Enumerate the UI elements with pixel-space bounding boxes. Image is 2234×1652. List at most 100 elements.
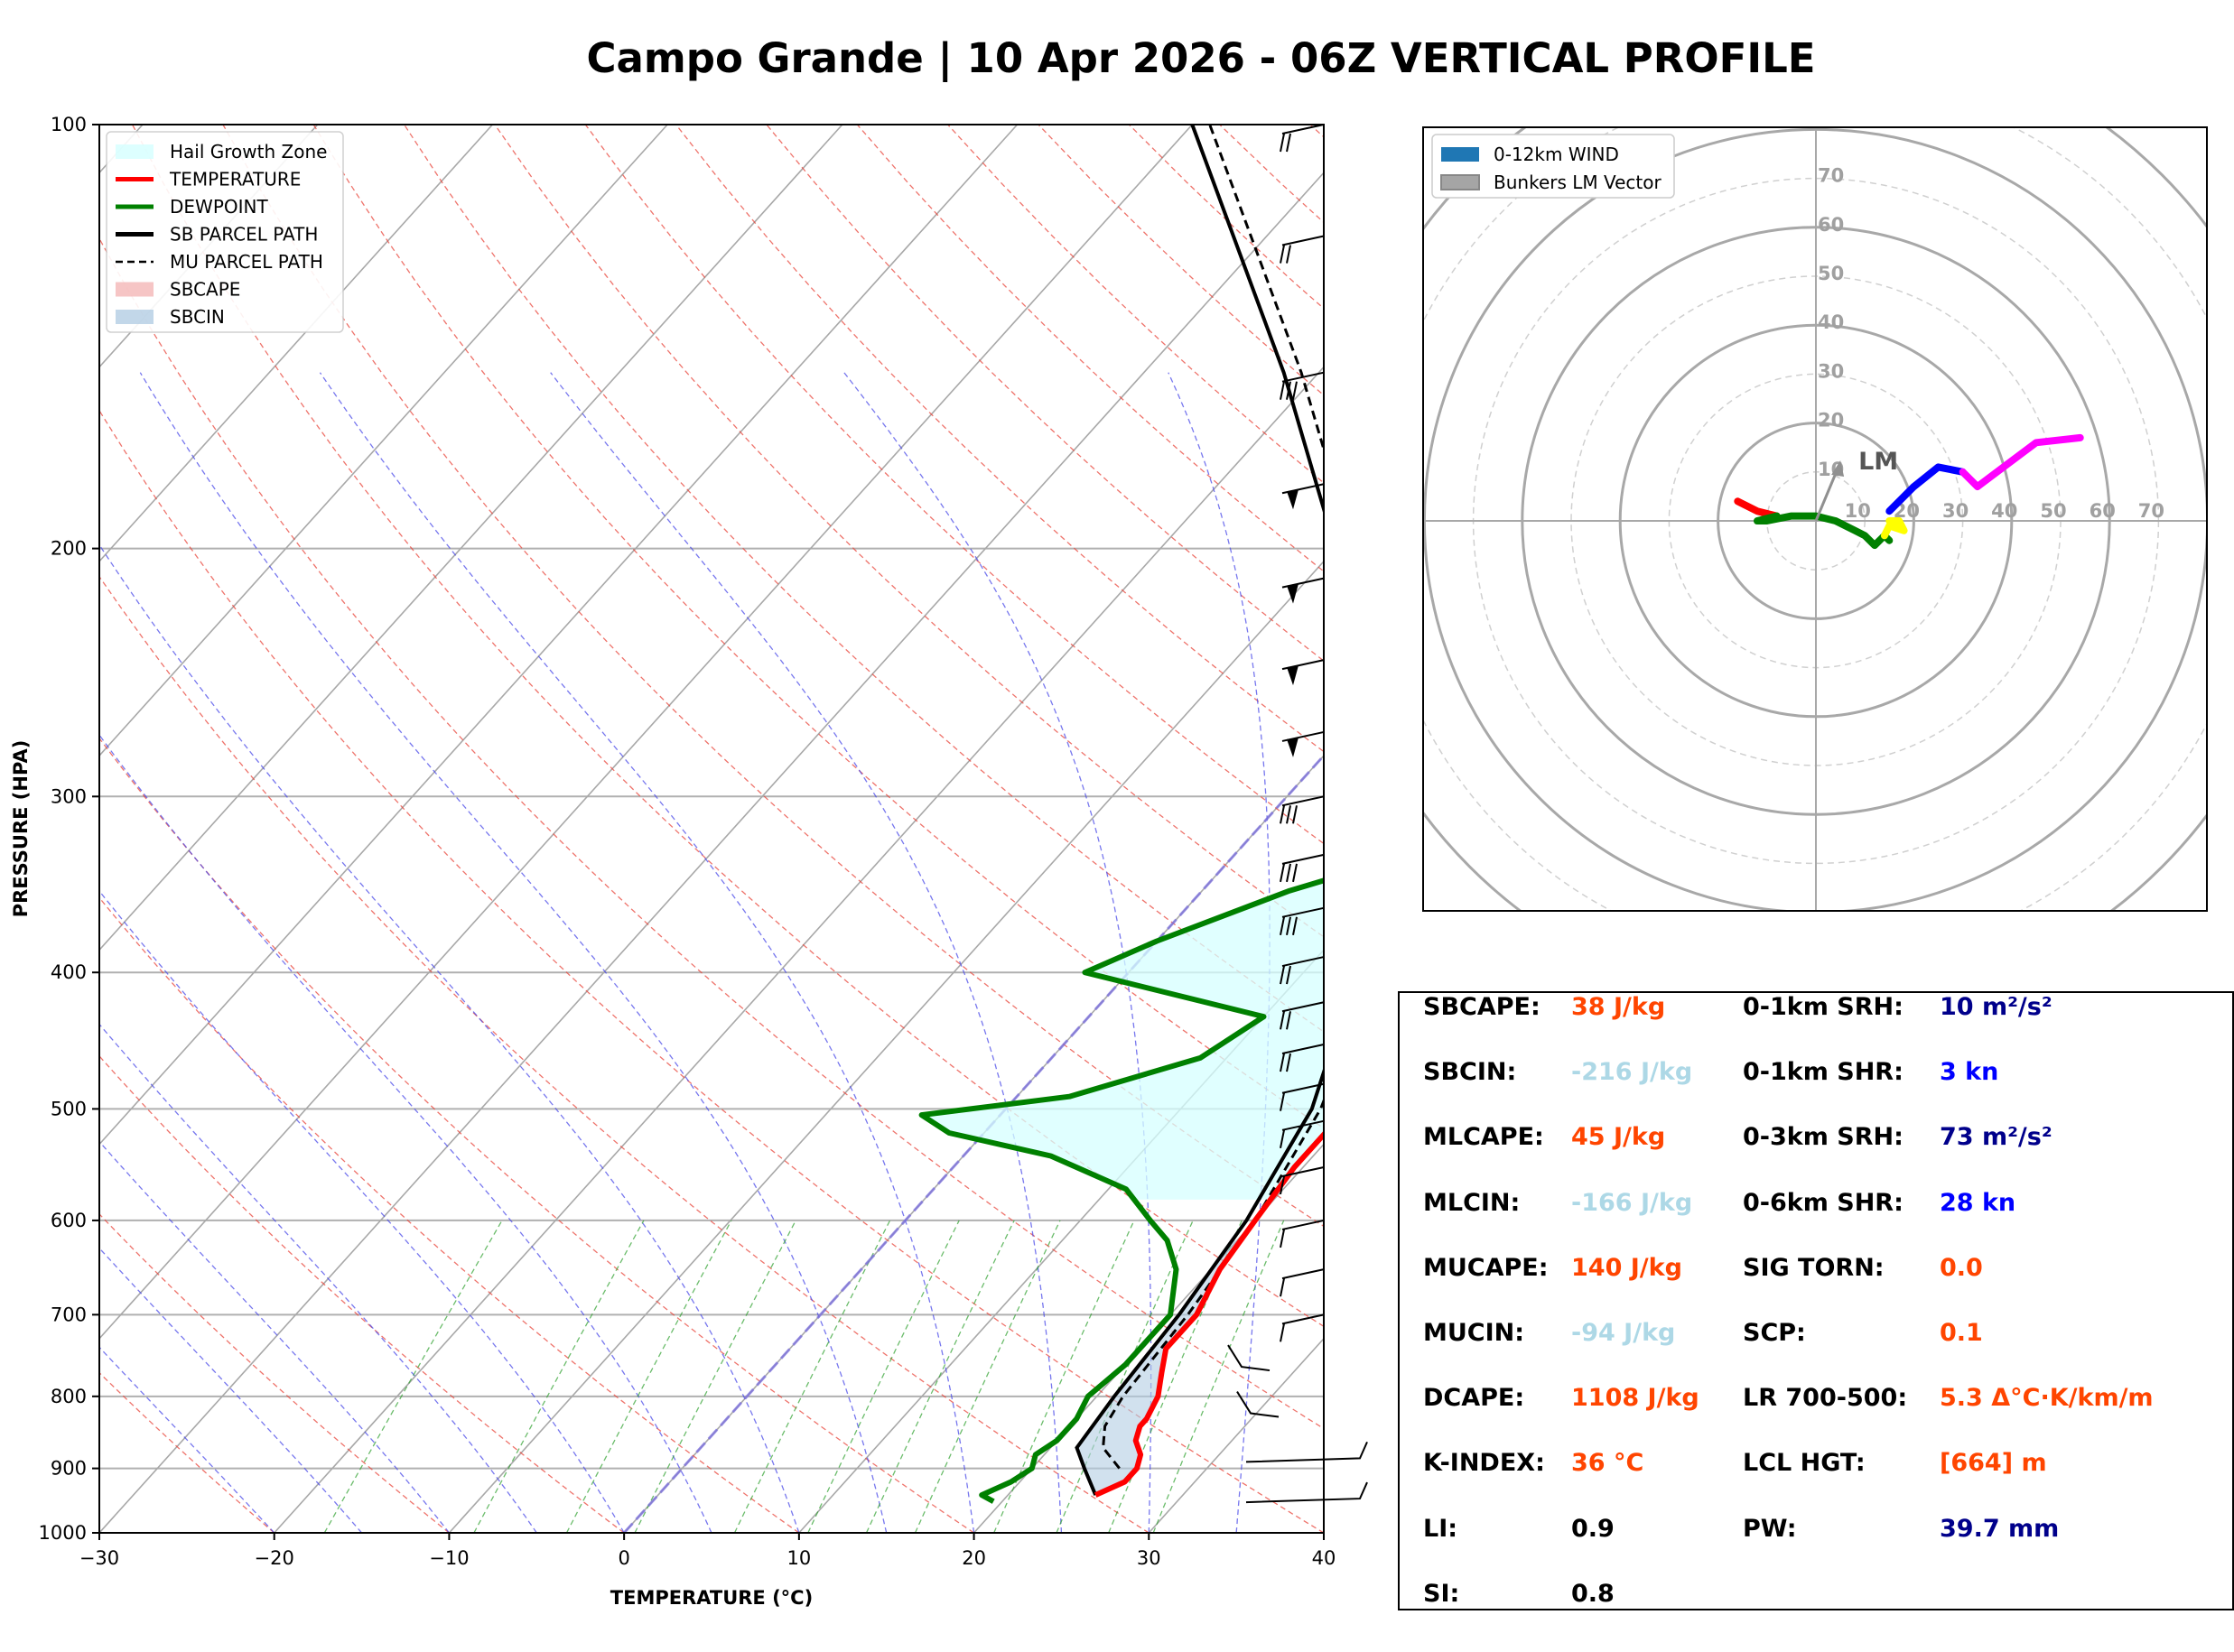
wind-barb: [1280, 1165, 1325, 1195]
wind-barb-pennant: [1287, 583, 1299, 604]
legend-swatch: [1440, 174, 1480, 190]
stat-label: SIG TORN:: [1743, 1253, 1885, 1282]
mixing-ratio-line: [807, 1220, 960, 1533]
wind-barb-feather: [1280, 1323, 1285, 1342]
wind-barb-staff: [1281, 1268, 1325, 1280]
stat-label: K-INDEX:: [1423, 1449, 1545, 1478]
wind-barb: [1280, 235, 1325, 264]
ring-label: 70: [1818, 165, 1844, 187]
stat-label: 0-3km SRH:: [1743, 1123, 1904, 1152]
ring-label: 40: [1818, 311, 1844, 333]
freezing-isotherm: [623, 753, 1324, 1533]
stat-label: SBCAPE:: [1423, 993, 1541, 1021]
wind-barb-staff: [1281, 956, 1325, 968]
isotherm: [274, 366, 1324, 1533]
wind-barb-feather: [1286, 1053, 1291, 1072]
legend-box: [1431, 134, 1675, 199]
stat-value: 73 m²/s²: [1940, 1123, 2052, 1152]
y-tick-label: 600: [51, 1210, 87, 1231]
wind-barb-feather: [1280, 1277, 1285, 1297]
wind-barb-staff: [1281, 795, 1325, 807]
stat-label: 0-6km SHR:: [1743, 1188, 1904, 1217]
wind-barb-feather: [1280, 965, 1285, 985]
isotherm: [99, 125, 319, 368]
stat-label: SI:: [1423, 1579, 1460, 1608]
ring-label: 30: [1942, 500, 1969, 522]
wind-barb-pennant: [1287, 489, 1299, 510]
wind-barb-feather: [1280, 805, 1285, 824]
wind-barb: [1280, 1044, 1325, 1072]
legend-swatch: [116, 282, 154, 297]
moist-adiabat: [99, 1140, 450, 1533]
isotherm: [99, 125, 668, 757]
wind-barb-feather: [1286, 245, 1291, 264]
wind-barb: [1280, 1313, 1325, 1342]
legend-label: 0-12km WIND: [1494, 144, 1619, 165]
y-tick-label: 300: [51, 785, 87, 807]
stat-label: MUCAPE:: [1423, 1253, 1549, 1282]
dry-adiabat: [494, 125, 1324, 938]
legend-label: TEMPERATURE: [169, 169, 301, 190]
wind-barb-feather: [1280, 1175, 1285, 1195]
y-tick-label: 1000: [39, 1522, 87, 1544]
hail-growth-zone: [921, 880, 1324, 1200]
wind-barb: [1280, 853, 1325, 883]
chart-title: Campo Grande | 10 Apr 2026 - 06Z VERTICA…: [586, 34, 1816, 82]
wind-barb-feather: [1292, 916, 1298, 936]
y-tick-label: 100: [51, 114, 87, 135]
x-tick-label: 20: [962, 1547, 986, 1569]
x-tick-label: −20: [255, 1547, 294, 1569]
wind-barb-staff: [1281, 1119, 1325, 1131]
stat-value: 10 m²/s²: [1940, 993, 2052, 1021]
ring-label: 10: [1845, 500, 1871, 522]
isotherm: [99, 172, 1324, 1533]
stat-label: 0-1km SHR:: [1743, 1058, 1904, 1087]
wind-barb-feather: [1280, 1053, 1285, 1072]
wind-barb-staff: [1281, 1001, 1325, 1013]
stat-label: 0-1km SRH:: [1743, 993, 1904, 1021]
wind-barb-feather: [1286, 133, 1291, 153]
stat-value: 1108 J/kg: [1571, 1384, 1699, 1413]
moist-adiabat: [99, 1346, 275, 1533]
mixing-ratio-line: [1108, 1220, 1243, 1533]
wind-barb-staff: [1281, 906, 1325, 918]
legend-swatch: [116, 144, 154, 159]
wind-barb-staff: [1236, 1391, 1280, 1418]
wind-barb-staff: [1281, 1082, 1325, 1094]
wind-barb-staff: [1281, 1044, 1325, 1054]
stat-value: 45 J/kg: [1571, 1123, 1666, 1152]
y-tick-label: 700: [51, 1304, 87, 1325]
dry-adiabat: [312, 125, 1324, 1129]
x-tick-label: 0: [618, 1547, 629, 1569]
wind-barb-feather: [1280, 245, 1285, 264]
wind-barb-feather: [1280, 863, 1285, 883]
bunkers-lm-label: LM: [1858, 448, 1898, 476]
mixing-ratio-line: [865, 1220, 1015, 1533]
ring-label: 60: [2090, 500, 2116, 522]
dry-adiabat: [584, 125, 1324, 845]
wind-barb-feather: [1286, 916, 1291, 936]
x-tick-label: 40: [1312, 1547, 1336, 1569]
hodograph-segment: [1754, 512, 1894, 550]
mu-parcel-path-line: [1102, 125, 1324, 1470]
dry-adiabat: [99, 575, 1150, 1533]
wind-barb-pennant: [1287, 665, 1299, 686]
wind-barb-feather: [1280, 916, 1285, 936]
mixing-ratio-line: [993, 1220, 1135, 1533]
mixing-ratio-line: [733, 1220, 891, 1533]
wind-barb: [1281, 659, 1325, 686]
y-tick-label: 800: [51, 1386, 87, 1407]
wind-barb-feather: [1280, 381, 1285, 400]
wind-barb: [1280, 956, 1325, 985]
temperature-line: [1094, 1130, 1324, 1498]
x-tick-label: −30: [79, 1547, 119, 1569]
wind-barb-feather: [1280, 133, 1285, 153]
wind-barb: [1280, 795, 1325, 824]
wind-barb-staff: [1227, 1344, 1271, 1372]
legend-label: Hail Growth Zone: [170, 141, 327, 162]
stat-label: MLCAPE:: [1423, 1123, 1544, 1152]
wind-barb-feather: [1286, 1011, 1291, 1030]
x-axis-label: TEMPERATURE (°C): [610, 1587, 813, 1609]
legend-swatch: [116, 310, 154, 324]
plot-area: [99, 125, 1324, 1533]
